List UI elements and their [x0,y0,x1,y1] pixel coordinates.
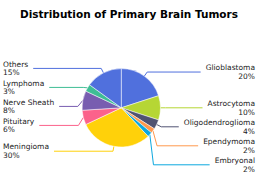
svg-text:30%: 30% [3,151,20,160]
svg-text:15%: 15% [3,68,20,77]
svg-text:Oligodendroglioma: Oligodendroglioma [183,118,255,128]
svg-text:Ependymoma: Ependymoma [203,137,255,147]
svg-text:2%: 2% [243,146,255,155]
svg-text:Nerve Sheath: Nerve Sheath [3,97,55,107]
svg-text:4%: 4% [243,127,255,136]
svg-text:Embryonal: Embryonal [214,156,255,166]
svg-text:Meningioma: Meningioma [3,142,49,152]
svg-text:Astrocytoma: Astrocytoma [207,99,255,109]
svg-text:2%: 2% [243,165,255,174]
svg-text:20%: 20% [238,72,255,81]
svg-text:Glioblastoma: Glioblastoma [205,63,255,73]
svg-text:Distribution of Primary Brain: Distribution of Primary Brain Tumors [20,8,238,20]
svg-text:3%: 3% [3,87,15,96]
svg-text:8%: 8% [3,106,15,115]
svg-text:10%: 10% [238,108,255,117]
svg-text:6%: 6% [3,125,15,134]
svg-text:Pituitary: Pituitary [3,116,35,126]
svg-text:Lymphoma: Lymphoma [3,78,45,88]
svg-text:Others: Others [3,59,29,69]
